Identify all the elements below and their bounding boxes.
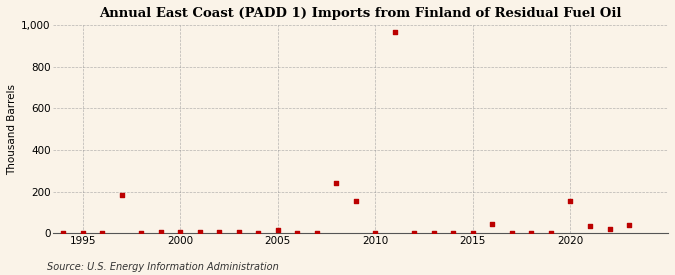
Y-axis label: Thousand Barrels: Thousand Barrels [7, 84, 17, 175]
Point [58, 231, 69, 235]
Point [468, 231, 479, 235]
Point [409, 231, 420, 235]
Text: Source: U.S. Energy Information Administration: Source: U.S. Energy Information Administ… [47, 262, 279, 272]
Point [175, 230, 186, 235]
Point [97, 231, 107, 235]
Point [253, 231, 264, 235]
Point [429, 231, 439, 235]
Point [487, 222, 498, 226]
Point [624, 223, 634, 227]
Point [311, 231, 322, 235]
Point [77, 231, 88, 235]
Point [273, 228, 284, 232]
Point [116, 192, 127, 197]
Point [214, 230, 225, 235]
Point [565, 199, 576, 203]
Point [370, 231, 381, 235]
Point [136, 231, 146, 235]
Title: Annual East Coast (PADD 1) Imports from Finland of Residual Fuel Oil: Annual East Coast (PADD 1) Imports from … [99, 7, 622, 20]
Point [155, 230, 166, 235]
Point [545, 231, 556, 235]
Point [506, 231, 517, 235]
Point [604, 227, 615, 231]
Point [585, 224, 595, 228]
Point [234, 230, 244, 235]
Point [350, 199, 361, 203]
Point [194, 230, 205, 235]
Point [331, 181, 342, 186]
Point [448, 231, 459, 235]
Point [292, 231, 302, 235]
Point [526, 231, 537, 235]
Point [389, 29, 400, 34]
